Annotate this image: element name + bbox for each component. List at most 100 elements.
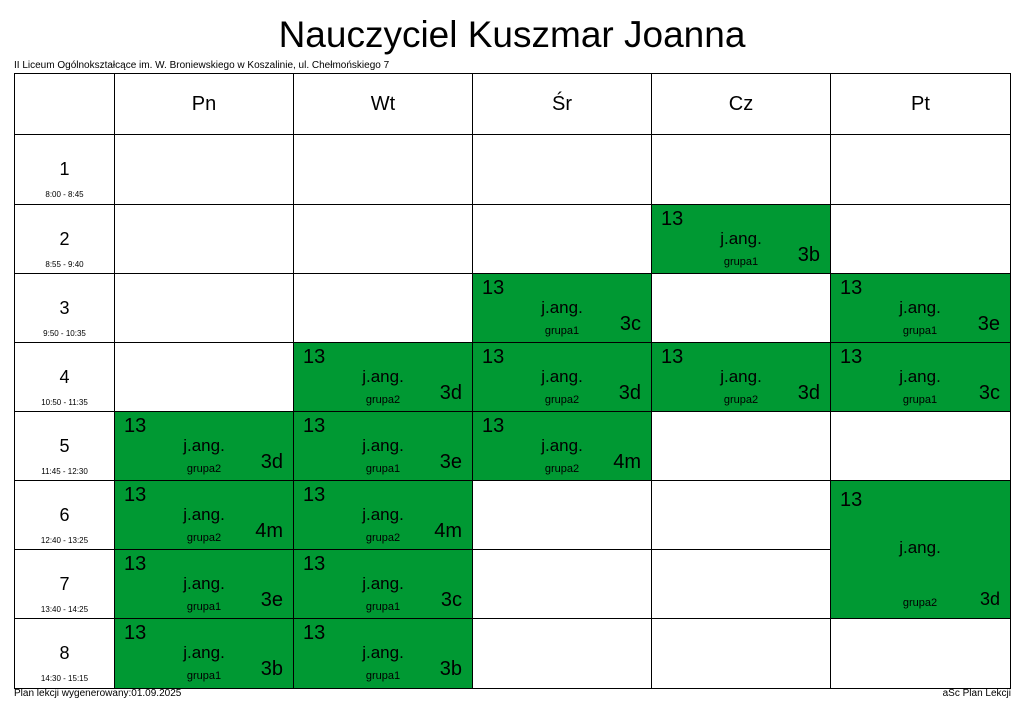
subtitle: II Liceum Ogólnokształcące im. W. Bronie… (14, 60, 390, 71)
group: grupa1 (365, 463, 401, 475)
empty-cell (473, 205, 652, 274)
room: 13 (303, 622, 326, 644)
lesson-cell: 13 j.ang. grupa1 3b (294, 619, 473, 689)
subject: j.ang. (899, 538, 941, 557)
empty-cell (652, 274, 831, 343)
room: 13 (303, 484, 326, 506)
subject: j.ang. (541, 298, 583, 317)
group: grupa2 (186, 532, 222, 544)
period-number: 5 (59, 436, 70, 456)
group: grupa2 (902, 597, 938, 609)
period-number: 8 (59, 643, 70, 663)
empty-cell (473, 619, 652, 689)
empty-cell (831, 135, 1011, 205)
group: grupa2 (544, 463, 580, 475)
period-number: 7 (59, 574, 70, 594)
room: 13 (482, 346, 505, 368)
empty-cell (115, 205, 294, 274)
class: 3c (619, 313, 641, 335)
group: grupa2 (365, 394, 401, 406)
class: 3c (440, 589, 462, 611)
period-cell: 2 8:55 - 9:40 (15, 205, 115, 274)
room: 13 (303, 346, 326, 368)
group: grupa1 (902, 325, 938, 337)
period-number: 4 (59, 367, 70, 387)
group: grupa1 (902, 394, 938, 406)
lesson-cell: 13 j.ang. grupa1 3b (652, 205, 831, 274)
group: grupa1 (365, 601, 401, 613)
subject: j.ang. (541, 436, 583, 455)
room: 13 (124, 622, 147, 644)
lesson-cell: 13 j.ang. grupa2 3d (115, 412, 294, 481)
empty-cell (652, 550, 831, 619)
room: 13 (661, 346, 684, 368)
subject: j.ang. (183, 505, 225, 524)
group: grupa2 (544, 394, 580, 406)
empty-cell (473, 550, 652, 619)
day-header: Cz (652, 74, 831, 135)
room: 13 (482, 277, 505, 299)
corner-cell (15, 74, 115, 135)
empty-cell (831, 205, 1011, 274)
period-number: 3 (59, 298, 70, 318)
class: 3d (618, 382, 641, 404)
room: 13 (303, 415, 326, 437)
period-time: 12:40 - 13:25 (40, 536, 89, 545)
room: 13 (661, 208, 684, 230)
group: grupa2 (365, 532, 401, 544)
room: 13 (124, 553, 147, 575)
subject: j.ang. (899, 298, 941, 317)
subject: j.ang. (720, 229, 762, 248)
period-time: 9:50 - 10:35 (43, 329, 86, 338)
period-time: 11:45 - 12:30 (41, 467, 88, 476)
lesson-cell: 13 j.ang. grupa1 3c (294, 550, 473, 619)
group: grupa1 (723, 256, 759, 268)
period-number: 1 (59, 159, 70, 179)
subject: j.ang. (362, 643, 404, 662)
class: 3d (439, 382, 462, 404)
class: 3d (979, 589, 1000, 609)
period-number: 6 (59, 505, 70, 525)
subject: j.ang. (720, 367, 762, 386)
group: grupa2 (723, 394, 759, 406)
room: 13 (124, 415, 147, 437)
empty-cell (115, 135, 294, 205)
lesson-cell: 13 j.ang. grupa1 3c (831, 343, 1011, 412)
empty-cell (831, 619, 1011, 689)
subject: j.ang. (541, 367, 583, 386)
period-cell: 5 11:45 - 12:30 (15, 412, 115, 481)
group: grupa2 (186, 463, 222, 475)
class: 3d (797, 382, 820, 404)
room: 13 (303, 553, 326, 575)
class: 3b (260, 658, 283, 680)
group: grupa1 (365, 670, 401, 682)
lesson-cell: 13 j.ang. grupa1 3e (831, 274, 1011, 343)
subject: j.ang. (362, 505, 404, 524)
group: grupa1 (186, 601, 222, 613)
room: 13 (840, 346, 863, 368)
empty-cell (652, 619, 831, 689)
class: 3d (260, 451, 283, 473)
class: 4m (613, 451, 641, 473)
lesson-cell: 13 j.ang. grupa1 3e (115, 550, 294, 619)
lesson-cell: 13 j.ang. grupa1 3b (115, 619, 294, 689)
room: 13 (840, 277, 863, 299)
period-cell: 3 9:50 - 10:35 (15, 274, 115, 343)
room: 13 (840, 489, 863, 511)
lesson-cell: 13 j.ang. grupa2 3d (294, 343, 473, 412)
lesson-cell: 13 j.ang. grupa2 4m (115, 481, 294, 550)
room: 13 (482, 415, 505, 437)
empty-cell (473, 135, 652, 205)
title: Nauczyciel Kuszmar Joanna (278, 14, 746, 55)
period-cell: 8 14:30 - 15:15 (15, 619, 115, 689)
period-cell: 6 12:40 - 13:25 (15, 481, 115, 550)
period-time: 13:40 - 14:25 (40, 605, 89, 614)
empty-cell (294, 205, 473, 274)
class: 4m (255, 520, 283, 542)
class: 3e (977, 313, 1000, 335)
period-time: 8:55 - 9:40 (45, 260, 84, 269)
class: 3e (439, 451, 462, 473)
subject: j.ang. (899, 367, 941, 386)
period-cell: 4 10:50 - 11:35 (15, 343, 115, 412)
day-header: Śr (473, 74, 652, 135)
